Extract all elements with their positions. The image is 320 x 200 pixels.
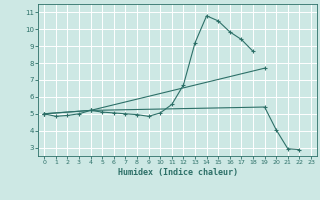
X-axis label: Humidex (Indice chaleur): Humidex (Indice chaleur) — [118, 168, 238, 177]
